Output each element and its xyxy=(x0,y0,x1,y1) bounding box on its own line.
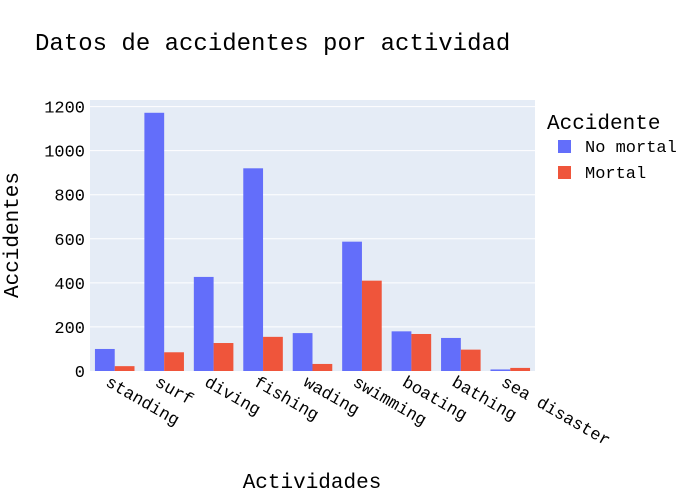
y-axis-ticks: 0 200 400 600 800 1000 1200 xyxy=(44,100,85,383)
y-tick-label: 1200 xyxy=(44,100,85,119)
bar-no-mortal-boating[interactable] xyxy=(391,331,412,371)
bar-mortal-standing[interactable] xyxy=(114,366,135,371)
bar-no-mortal-wading[interactable] xyxy=(292,333,313,371)
bar-no-mortal-diving[interactable] xyxy=(193,276,214,371)
legend-swatch xyxy=(558,166,571,179)
legend-title: Accidente xyxy=(547,113,660,136)
bar-mortal-wading[interactable] xyxy=(312,363,333,371)
y-tick-label: 400 xyxy=(54,276,85,295)
legend: Accidente No mortal Mortal xyxy=(547,113,677,184)
chart-title: Datos de accidentes por actividad xyxy=(35,31,510,58)
bar-no-mortal-swimming[interactable] xyxy=(342,241,362,371)
x-tick-label: diving xyxy=(201,374,264,421)
y-tick-label: 1000 xyxy=(44,144,85,163)
y-tick-label: 200 xyxy=(54,320,85,339)
y-axis-label: Accidentes xyxy=(2,172,25,298)
y-tick-label: 600 xyxy=(54,232,85,251)
bar-mortal-surf[interactable] xyxy=(164,352,184,371)
plot-area xyxy=(90,100,535,371)
bar-mortal-bathing[interactable] xyxy=(460,349,481,371)
bar-mortal-sea-disaster[interactable] xyxy=(510,367,531,371)
bar-no-mortal-bathing[interactable] xyxy=(441,337,461,371)
legend-swatch xyxy=(558,140,571,153)
gridlines xyxy=(90,106,535,328)
legend-entry: No mortal xyxy=(585,139,677,158)
y-tick-label: 800 xyxy=(54,188,85,207)
bar-no-mortal-sea-disaster[interactable] xyxy=(490,369,511,371)
bars xyxy=(94,112,531,371)
bar-mortal-fishing[interactable] xyxy=(263,336,283,371)
x-axis-label: Actividades xyxy=(243,472,382,495)
bar-mortal-boating[interactable] xyxy=(411,333,432,371)
legend-entry: Mortal xyxy=(585,165,646,184)
bar-no-mortal-fishing[interactable] xyxy=(243,168,264,371)
bar-mortal-swimming[interactable] xyxy=(361,280,382,371)
bar-no-mortal-surf[interactable] xyxy=(144,112,165,371)
bar-mortal-diving[interactable] xyxy=(213,343,234,371)
y-tick-label: 0 xyxy=(75,364,85,383)
bar-no-mortal-standing[interactable] xyxy=(94,348,115,371)
